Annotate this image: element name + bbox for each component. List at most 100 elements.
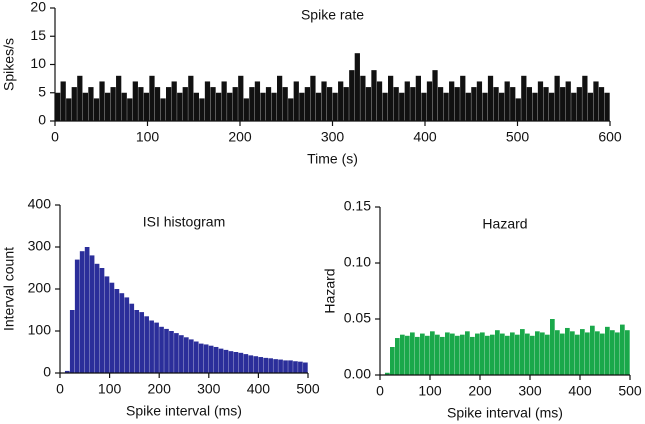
bar — [454, 87, 460, 121]
bar — [560, 87, 566, 121]
x-tick-label: 300 — [197, 381, 221, 397]
x-tick-label: 0 — [376, 383, 384, 399]
bar — [288, 360, 293, 373]
bar — [585, 332, 590, 375]
bar — [109, 282, 115, 373]
bar — [598, 87, 605, 121]
bar — [393, 87, 399, 121]
bar — [404, 81, 410, 121]
x-tick-label: 400 — [413, 129, 437, 145]
bar — [60, 81, 66, 121]
bar — [99, 81, 105, 121]
bar — [254, 81, 261, 121]
bar — [193, 341, 199, 373]
bar — [248, 355, 254, 373]
bar — [99, 268, 105, 373]
bar — [243, 354, 249, 373]
bar — [124, 297, 130, 373]
bar — [179, 335, 184, 373]
y-tick-label: 400 — [28, 196, 52, 212]
bar — [204, 81, 211, 121]
bar — [169, 331, 174, 373]
bar — [129, 303, 135, 373]
bar — [66, 98, 72, 121]
bar — [620, 324, 625, 375]
bar — [500, 333, 505, 375]
bar — [228, 351, 234, 373]
bar — [390, 347, 395, 375]
bar — [465, 331, 470, 375]
bar — [104, 92, 111, 121]
bar — [593, 81, 599, 121]
x-tick-label: 400 — [568, 383, 592, 399]
bar — [475, 333, 480, 375]
bar — [625, 330, 630, 375]
bar — [499, 92, 505, 121]
bar — [273, 359, 278, 373]
bar — [570, 331, 575, 375]
bar — [243, 98, 249, 121]
bar — [400, 334, 405, 375]
bar — [548, 92, 555, 121]
bar — [371, 70, 377, 121]
bar — [94, 263, 100, 373]
bar — [79, 251, 85, 373]
bar — [471, 87, 477, 121]
bar — [139, 312, 145, 373]
bar — [182, 87, 188, 121]
bar — [184, 337, 189, 373]
bar — [127, 98, 133, 121]
bar — [437, 87, 444, 121]
x-tick-label: 100 — [98, 381, 122, 397]
bar — [385, 372, 390, 375]
bar — [265, 87, 272, 121]
bar — [482, 92, 488, 121]
bar — [510, 87, 516, 121]
bar — [540, 332, 545, 375]
bar — [93, 98, 100, 121]
bar — [154, 87, 161, 121]
bar — [600, 333, 605, 375]
x-tick-label: 300 — [321, 129, 345, 145]
x-axis-label: Spike interval (ms) — [447, 405, 563, 421]
bar — [535, 331, 540, 375]
bar — [526, 87, 532, 121]
y-tick-label: 300 — [28, 238, 52, 254]
bar — [365, 87, 372, 121]
bar — [110, 87, 116, 121]
bar — [293, 81, 299, 121]
y-tick-label: 20 — [30, 0, 46, 15]
bar — [520, 329, 525, 375]
bar — [332, 92, 338, 121]
x-tick-label: 500 — [296, 381, 320, 397]
bar — [143, 92, 150, 121]
bar — [405, 335, 410, 375]
x-axis-label: Spike interval (ms) — [126, 403, 242, 419]
bar — [154, 322, 159, 373]
bar — [82, 92, 88, 121]
bar — [282, 87, 288, 121]
bar — [395, 338, 400, 375]
x-tick-label: 200 — [148, 381, 172, 397]
bar — [315, 92, 322, 121]
x-tick-label: 100 — [136, 129, 160, 145]
bar — [465, 92, 471, 121]
bar — [425, 335, 430, 375]
x-axis-label: Time (s) — [307, 151, 358, 167]
bar — [571, 92, 577, 121]
bar — [303, 362, 308, 373]
bar — [199, 98, 205, 121]
bar — [104, 276, 110, 373]
bar — [445, 332, 450, 375]
bar — [210, 87, 216, 121]
x-tick-label: 500 — [506, 129, 530, 145]
x-tick-label: 0 — [56, 381, 64, 397]
y-tick-label: 15 — [30, 27, 46, 43]
bar — [580, 329, 585, 375]
bar — [430, 331, 435, 375]
bar — [193, 92, 199, 121]
bar — [293, 361, 298, 373]
bar — [354, 53, 360, 122]
bar — [515, 334, 520, 375]
bar — [177, 92, 183, 121]
